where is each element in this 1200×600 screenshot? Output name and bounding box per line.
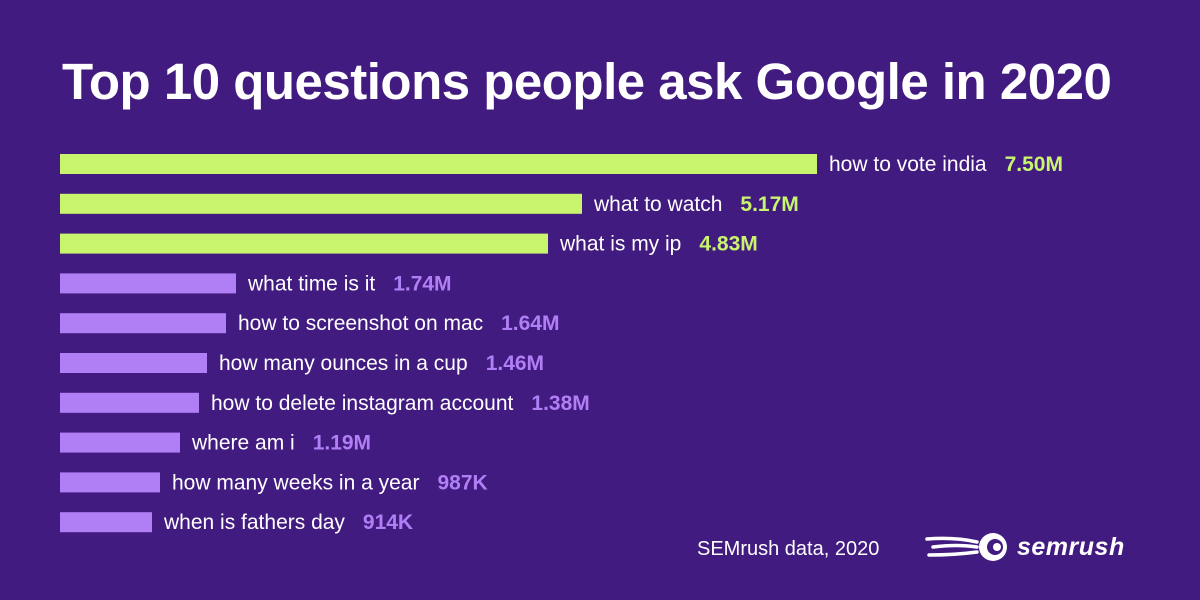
bar-label-2: what to watch xyxy=(593,193,722,216)
bar-6 xyxy=(60,353,207,373)
bar-label-3: what is my ip xyxy=(559,233,681,256)
bar-7 xyxy=(60,392,199,413)
bar-3 xyxy=(60,233,548,254)
bar-label-4: what time is it xyxy=(247,272,375,295)
bar-label-10: when is fathers day xyxy=(163,511,345,534)
bar-value-9: 987K xyxy=(438,471,488,494)
bar-value-8: 1.19M xyxy=(313,432,371,455)
source-note: SEMrush data, 2020 xyxy=(697,538,880,560)
bar-value-1: 7.50M xyxy=(1005,153,1063,176)
bar-value-3: 4.83M xyxy=(699,233,757,256)
bar-value-7: 1.38M xyxy=(531,392,589,415)
bar-2 xyxy=(60,193,582,214)
brand-name: semrush xyxy=(1017,532,1125,561)
bar-4 xyxy=(60,273,236,294)
bar-value-10: 914K xyxy=(363,511,413,534)
chart-title: Top 10 questions people ask Google in 20… xyxy=(62,53,1112,110)
brand-logo: semrush xyxy=(925,527,1125,567)
bar-label-6: how many ounces in a cup xyxy=(219,352,468,375)
bar-label-8: where am i xyxy=(191,432,295,455)
bar-5 xyxy=(60,313,226,334)
bar-label-1: how to vote india xyxy=(829,153,987,176)
bar-label-9: how many weeks in a year xyxy=(172,471,419,494)
bar-value-6: 1.46M xyxy=(486,352,544,375)
bar-label-5: how to screenshot on mac xyxy=(238,312,483,335)
bar-10 xyxy=(60,512,152,533)
bar-value-5: 1.64M xyxy=(501,312,559,335)
bar-8 xyxy=(60,432,180,453)
bar-value-2: 5.17M xyxy=(740,193,798,216)
semrush-fireball-icon xyxy=(925,533,1007,561)
bar-1 xyxy=(60,154,817,174)
bar-value-4: 1.74M xyxy=(393,272,451,295)
bar-9 xyxy=(60,472,160,493)
bar-label-7: how to delete instagram account xyxy=(211,392,514,415)
